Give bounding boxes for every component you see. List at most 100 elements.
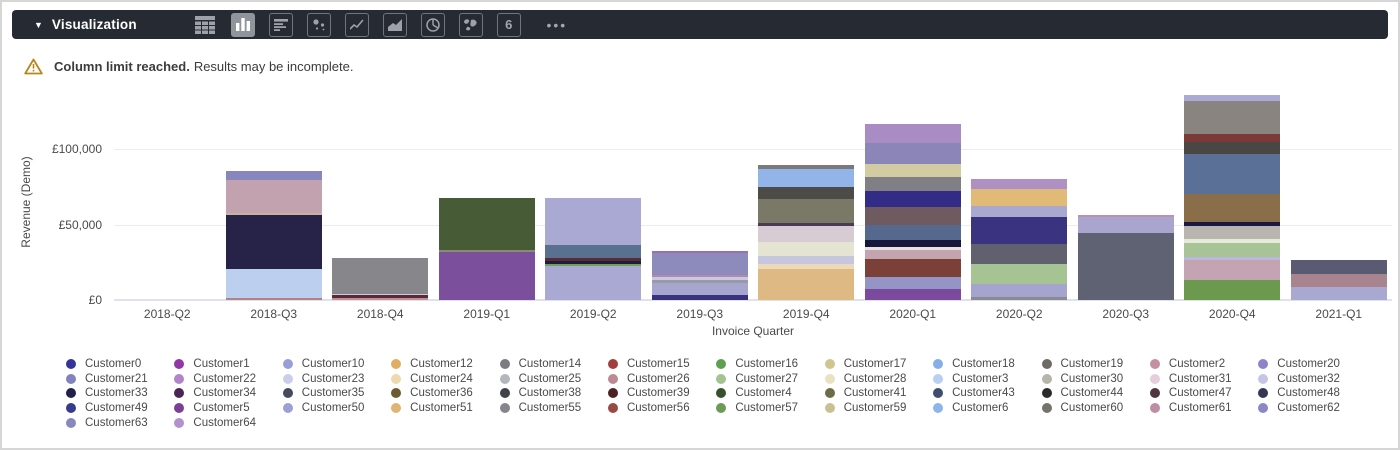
legend-item-Customer48[interactable]: Customer48 bbox=[1258, 387, 1366, 399]
bar-segment-Customer55[interactable] bbox=[971, 296, 1068, 300]
bar-segment-Customer19[interactable] bbox=[758, 164, 855, 169]
counter-icon[interactable]: 6 bbox=[496, 12, 521, 37]
bar-segment-Customer28[interactable] bbox=[1184, 238, 1281, 243]
legend-item-Customer12[interactable]: Customer12 bbox=[391, 358, 499, 370]
bar-segment-Customer47[interactable] bbox=[864, 206, 961, 225]
legend-item-Customer59[interactable]: Customer59 bbox=[824, 402, 933, 414]
legend-item-Customer49[interactable]: Customer49 bbox=[66, 402, 174, 414]
legend-item-Customer34[interactable]: Customer34 bbox=[174, 387, 282, 399]
bar-segment-Customer1[interactable] bbox=[651, 250, 748, 254]
legend-item-Customer35[interactable]: Customer35 bbox=[282, 387, 391, 399]
bar-segment-Customer15[interactable] bbox=[864, 258, 961, 277]
bar-segment-Customer64[interactable] bbox=[864, 124, 961, 144]
horizontal-bars-icon[interactable] bbox=[268, 12, 293, 37]
legend-item-Customer21[interactable]: Customer21 bbox=[66, 373, 174, 385]
legend-item-Customer47[interactable]: Customer47 bbox=[1149, 387, 1258, 399]
legend-item-Customer14[interactable]: Customer14 bbox=[499, 358, 608, 370]
legend-item-Customer19[interactable]: Customer19 bbox=[1041, 358, 1150, 370]
bar-segment-Customer24[interactable] bbox=[225, 213, 322, 215]
bar-segment-Customer10[interactable] bbox=[545, 266, 642, 300]
bar-segment-Customer31[interactable] bbox=[758, 226, 855, 243]
bar-segment-Customer28[interactable] bbox=[758, 242, 855, 257]
bar-segment-Customer26[interactable] bbox=[1290, 274, 1387, 287]
bar-segment-Customer47[interactable] bbox=[758, 223, 855, 227]
bar-segment-Customer27[interactable] bbox=[971, 263, 1068, 284]
bar-segment-Customer50[interactable] bbox=[971, 283, 1068, 297]
bar-segment-Customer36[interactable] bbox=[1184, 194, 1281, 222]
bar-chart-icon[interactable] bbox=[230, 12, 255, 37]
bar-segment-Customer27[interactable] bbox=[1184, 242, 1281, 257]
bar-segment-Customer2[interactable] bbox=[864, 249, 961, 259]
legend-item-Customer31[interactable]: Customer31 bbox=[1149, 373, 1258, 385]
bar-segment-Customer26[interactable] bbox=[225, 297, 322, 300]
bar-segment-Customer39[interactable] bbox=[1184, 133, 1281, 142]
bar-segment-Customer50[interactable] bbox=[545, 197, 642, 245]
legend-item-Customer6[interactable]: Customer6 bbox=[933, 402, 1041, 414]
bar-segment-Customer35[interactable] bbox=[971, 243, 1068, 264]
legend-item-Customer1[interactable]: Customer1 bbox=[174, 358, 282, 370]
area-chart-icon[interactable] bbox=[382, 12, 407, 37]
legend-item-Customer5[interactable]: Customer5 bbox=[174, 402, 282, 414]
legend-item-Customer44[interactable]: Customer44 bbox=[1041, 387, 1150, 399]
bar-segment-Customer49[interactable] bbox=[864, 190, 961, 207]
legend-item-Customer3[interactable]: Customer3 bbox=[933, 373, 1041, 385]
collapse-caret-icon[interactable]: ▼ bbox=[34, 19, 43, 30]
bar-segment-Customer35[interactable] bbox=[1290, 259, 1387, 275]
more-icon[interactable]: ••• bbox=[546, 16, 568, 33]
bar-segment-Customer10[interactable] bbox=[1077, 216, 1174, 233]
bar-segment-Customer38[interactable] bbox=[758, 186, 855, 199]
bar-segment-Customer4[interactable] bbox=[438, 197, 535, 251]
legend-item-Customer26[interactable]: Customer26 bbox=[607, 373, 716, 385]
legend-item-Customer15[interactable]: Customer15 bbox=[607, 358, 716, 370]
bar-segment-Customer43[interactable] bbox=[864, 224, 961, 240]
bar-segment-Customer35[interactable] bbox=[1077, 232, 1174, 300]
legend-item-Customer38[interactable]: Customer38 bbox=[499, 387, 608, 399]
bar-segment-Customer62[interactable] bbox=[651, 253, 748, 275]
bar-segment-Customer60[interactable] bbox=[1184, 100, 1281, 134]
legend-item-Customer16[interactable]: Customer16 bbox=[716, 358, 824, 370]
legend-item-Customer41[interactable]: Customer41 bbox=[824, 387, 933, 399]
legend-item-Customer36[interactable]: Customer36 bbox=[391, 387, 499, 399]
legend-item-Customer57[interactable]: Customer57 bbox=[716, 402, 824, 414]
legend-item-Customer23[interactable]: Customer23 bbox=[282, 373, 391, 385]
bar-segment-Customer14[interactable] bbox=[651, 279, 748, 283]
legend-item-Customer60[interactable]: Customer60 bbox=[1041, 402, 1150, 414]
bar-segment-Customer3[interactable] bbox=[225, 269, 322, 298]
legend-item-Customer2[interactable]: Customer2 bbox=[1149, 358, 1258, 370]
bar-segment-Customer33[interactable] bbox=[225, 214, 322, 270]
bar-segment-Customer38[interactable] bbox=[1184, 141, 1281, 155]
bar-segment-Customer17[interactable] bbox=[864, 163, 961, 177]
bar-segment-Customer51[interactable] bbox=[971, 188, 1068, 206]
bar-segment-Customer6[interactable] bbox=[758, 168, 855, 187]
line-chart-icon[interactable] bbox=[344, 12, 369, 37]
legend-item-Customer39[interactable]: Customer39 bbox=[607, 387, 716, 399]
legend-item-Customer50[interactable]: Customer50 bbox=[282, 402, 391, 414]
bar-segment-Customer21[interactable] bbox=[225, 170, 322, 180]
legend-item-Customer64[interactable]: Customer64 bbox=[174, 417, 282, 429]
bar-segment-Customer5[interactable] bbox=[864, 288, 961, 300]
legend-item-Customer51[interactable]: Customer51 bbox=[391, 402, 499, 414]
bubble-chart-icon[interactable] bbox=[306, 12, 331, 37]
bar-segment-Customer61[interactable] bbox=[1077, 215, 1174, 217]
legend-item-Customer28[interactable]: Customer28 bbox=[824, 373, 933, 385]
bar-segment-Customer14[interactable] bbox=[864, 176, 961, 191]
bar-segment-Customer30[interactable] bbox=[1184, 225, 1281, 239]
bar-segment-Customer21[interactable] bbox=[864, 276, 961, 289]
legend-item-Customer25[interactable]: Customer25 bbox=[499, 373, 608, 385]
legend-item-Customer56[interactable]: Customer56 bbox=[607, 402, 716, 414]
bar-segment-Customer12[interactable] bbox=[758, 269, 855, 300]
bar-segment-Customer61[interactable] bbox=[1184, 259, 1281, 280]
bar-segment-Customer5[interactable] bbox=[438, 251, 535, 300]
bar-segment-Customer63[interactable] bbox=[864, 143, 961, 164]
bar-segment-Customer22[interactable] bbox=[651, 274, 748, 278]
bar-segment-Customer64[interactable] bbox=[971, 178, 1068, 189]
pie-chart-icon[interactable] bbox=[420, 12, 445, 37]
bar-segment-Customer23[interactable] bbox=[1184, 256, 1281, 260]
legend-item-Customer10[interactable]: Customer10 bbox=[282, 358, 391, 370]
legend-item-Customer43[interactable]: Customer43 bbox=[933, 387, 1041, 399]
bar-segment-Customer2[interactable] bbox=[225, 179, 322, 214]
bar-segment-Customer2[interactable] bbox=[332, 298, 429, 300]
legend-item-Customer22[interactable]: Customer22 bbox=[174, 373, 282, 385]
bar-segment-Customer23[interactable] bbox=[332, 293, 429, 296]
bar-segment-Customer49[interactable] bbox=[651, 295, 748, 300]
